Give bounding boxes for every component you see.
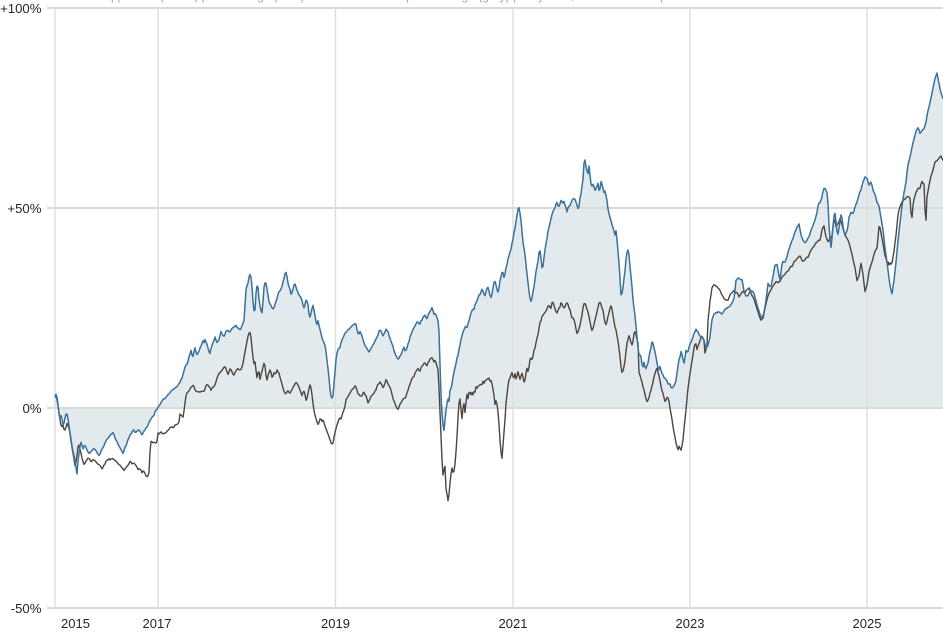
- svg-text:2019: 2019: [321, 616, 350, 631]
- svg-text:2025: 2025: [853, 616, 882, 631]
- svg-text:+50%: +50%: [7, 201, 41, 216]
- svg-text:2015: 2015: [61, 616, 90, 631]
- svg-text:2021: 2021: [499, 616, 528, 631]
- svg-text:2023: 2023: [676, 616, 705, 631]
- svg-text:Apple Inc. (AAPL) price change: Apple Inc. (AAPL) price change (blue) vs…: [103, 0, 697, 3]
- svg-text:-50%: -50%: [11, 601, 42, 616]
- svg-text:0%: 0%: [22, 401, 41, 416]
- svg-text:2017: 2017: [143, 616, 172, 631]
- svg-text:+100%: +100%: [0, 1, 42, 16]
